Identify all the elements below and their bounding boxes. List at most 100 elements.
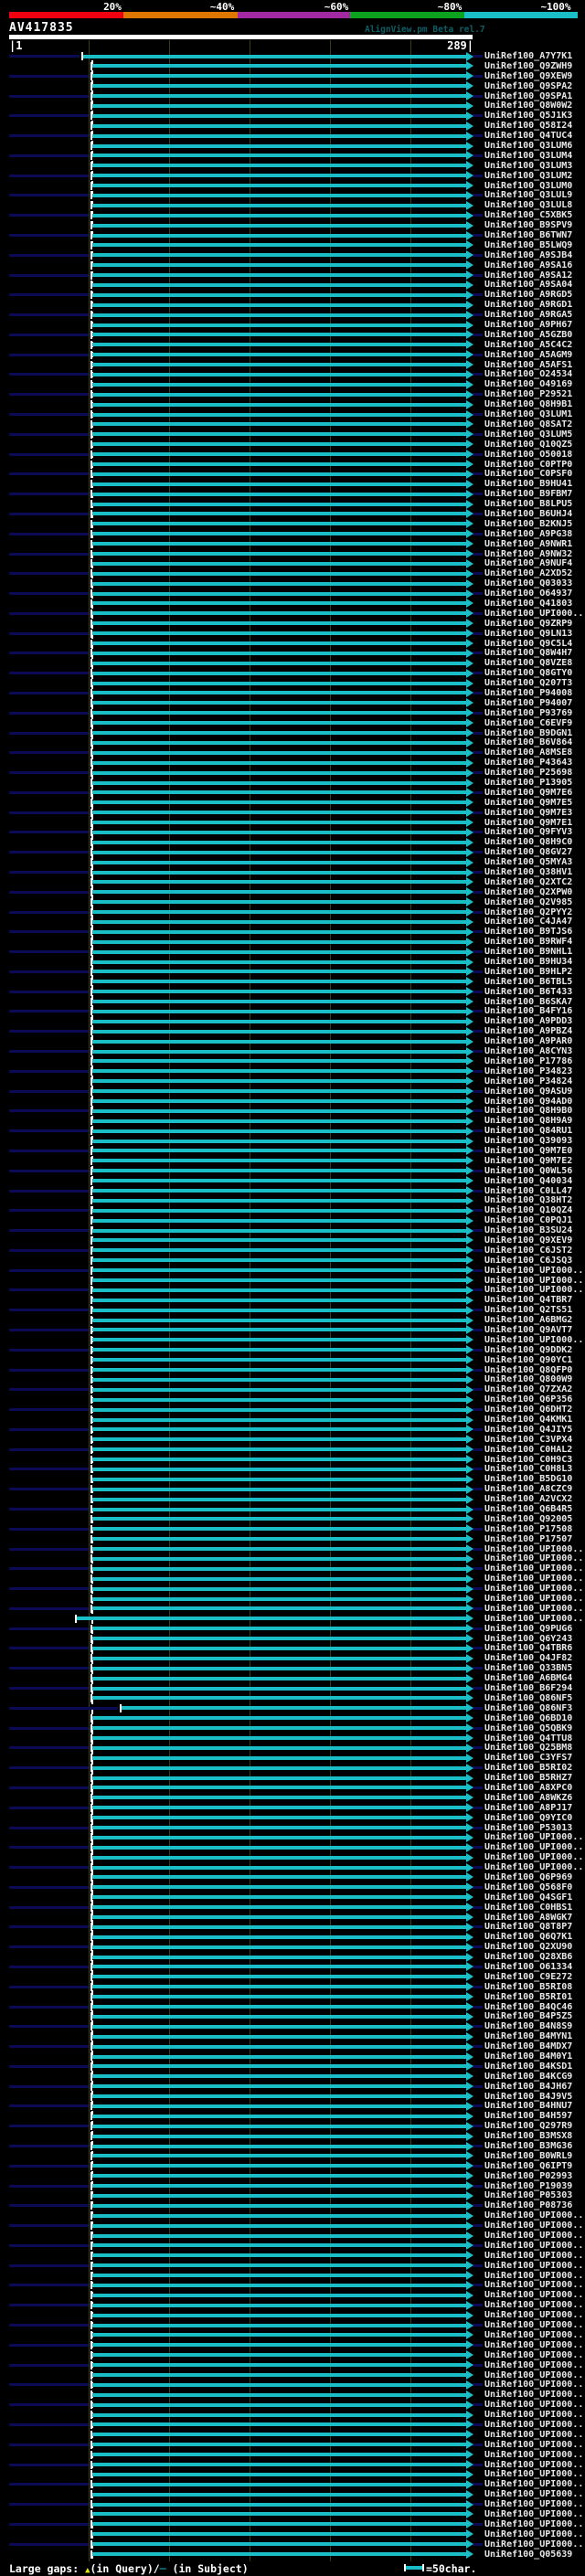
alignment-bar[interactable] [92,2412,466,2417]
alignment-row[interactable]: UniRef100_C4JA47 [0,917,585,927]
subject-label[interactable]: UniRef100_UPI000.. [484,1285,584,1296]
alignment-bar[interactable] [92,2323,466,2327]
subject-label[interactable]: UniRef100_Q800W9 [484,1374,573,1385]
alignment-row[interactable]: UniRef100_UPI000.. [0,609,585,619]
alignment-bar[interactable] [92,1845,466,1850]
alignment-row[interactable]: UniRef100_P34824 [0,1076,585,1087]
alignment-row[interactable]: UniRef100_C5XBK5 [0,210,585,220]
alignment-row[interactable]: UniRef100_A5AGM9 [0,350,585,360]
alignment-row[interactable]: UniRef100_Q9AVT7 [0,1325,585,1335]
alignment-bar[interactable] [92,1477,466,1481]
alignment-bar[interactable] [92,1666,466,1670]
subject-label[interactable]: UniRef100_Q03033 [484,578,573,589]
alignment-row[interactable]: UniRef100_A8PJ17 [0,1803,585,1813]
subject-label[interactable]: UniRef100_B4MYN1 [484,2031,573,2042]
alignment-row[interactable]: UniRef100_Q6B4R5 [0,1504,585,1514]
subject-label[interactable]: UniRef100_Q9YIC0 [484,1812,573,1823]
alignment-bar[interactable] [92,1149,466,1153]
alignment-bar[interactable] [92,422,466,427]
subject-label[interactable]: UniRef100_Q8H9A9 [484,1116,573,1127]
alignment-bar[interactable] [92,1527,466,1532]
alignment-bar[interactable] [92,959,466,964]
alignment-bar[interactable] [92,850,466,854]
alignment-row[interactable]: UniRef100_Q9DDK2 [0,1345,585,1355]
alignment-row[interactable]: UniRef100_A9RGD5 [0,290,585,300]
alignment-bar[interactable] [92,2293,466,2297]
alignment-row[interactable]: UniRef100_Q6IPT9 [0,2161,585,2171]
subject-label[interactable]: UniRef100_Q92005 [484,1513,573,1524]
subject-label[interactable]: UniRef100_B4MDX7 [484,2041,573,2052]
alignment-bar[interactable] [92,1118,466,1123]
alignment-row[interactable]: UniRef100_Q9M7E3 [0,808,585,818]
subject-label[interactable]: UniRef100_Q6DHT2 [484,1405,573,1415]
alignment-row[interactable]: UniRef100_UPI000.. [0,1584,585,1594]
subject-label[interactable]: UniRef100_A6BMG2 [484,1315,573,1326]
subject-label[interactable]: UniRef100_B5RHZ7 [484,1773,573,1784]
subject-label[interactable]: UniRef100_Q40034 [484,1175,573,1186]
alignment-row[interactable]: UniRef100_Q8H9B0 [0,1106,585,1116]
subject-label[interactable]: UniRef100_UPI000.. [484,1564,584,1574]
alignment-bar[interactable] [92,2193,466,2198]
alignment-row[interactable]: UniRef100_Q8QFP0 [0,1365,585,1375]
subject-label[interactable]: UniRef100_Q9ZRP9 [484,618,573,629]
subject-label[interactable]: UniRef100_B3SU24 [484,1225,573,1236]
subject-label[interactable]: UniRef100_Q2XU90 [484,1942,573,1953]
subject-label[interactable]: UniRef100_UPI000.. [484,2528,584,2539]
subject-label[interactable]: UniRef100_UPI000.. [484,2310,584,2321]
subject-label[interactable]: UniRef100_C4JA47 [484,917,573,928]
subject-label[interactable]: UniRef100_P43643 [484,758,573,769]
subject-label[interactable]: UniRef100_C6JSQ3 [484,1255,573,1266]
alignment-bar[interactable] [92,1099,466,1103]
alignment-bar[interactable] [92,343,466,347]
alignment-bar[interactable] [92,870,466,875]
alignment-bar[interactable] [92,1726,466,1731]
subject-label[interactable]: UniRef100_UPI000.. [484,1832,584,1843]
alignment-row[interactable]: UniRef100_Q8GTY0 [0,668,585,678]
subject-label[interactable]: UniRef100_UPI000.. [484,1334,584,1345]
alignment-row[interactable]: UniRef100_UPI000.. [0,2261,585,2271]
subject-label[interactable]: UniRef100_C0H8L3 [484,1464,573,1475]
alignment-row[interactable]: UniRef100_Q38HT2 [0,1195,585,1205]
subject-label[interactable]: UniRef100_C0PTP0 [484,459,573,470]
alignment-bar[interactable] [92,671,466,675]
alignment-bar[interactable] [92,929,466,934]
subject-label[interactable]: UniRef100_C0H9C3 [484,1454,573,1465]
alignment-bar[interactable] [92,780,466,785]
alignment-bar[interactable] [92,980,466,984]
alignment-row[interactable]: UniRef100_UPI000.. [0,2310,585,2320]
alignment-bar[interactable] [92,2084,466,2089]
alignment-bar[interactable] [92,1975,466,1979]
alignment-row[interactable]: UniRef100_A8WKZ6 [0,1793,585,1803]
subject-label[interactable]: UniRef100_P19039 [484,2180,573,2191]
alignment-bar[interactable] [92,74,466,79]
subject-label[interactable]: UniRef100_C5XBK5 [484,210,573,221]
subject-label[interactable]: UniRef100_Q9SPA2 [484,80,573,91]
alignment-bar[interactable] [92,372,466,376]
subject-label[interactable]: UniRef100_UPI000.. [484,2499,584,2510]
alignment-bar[interactable] [92,2422,466,2427]
alignment-bar[interactable] [92,1328,466,1332]
alignment-row[interactable]: UniRef100_Q8H9A9 [0,1116,585,1126]
alignment-bar[interactable] [92,2174,466,2178]
alignment-bar[interactable] [92,2542,466,2547]
alignment-row[interactable]: UniRef100_B9HU34 [0,957,585,967]
alignment-bar[interactable] [92,621,466,626]
alignment-row[interactable]: UniRef100_Q4TUC4 [0,131,585,141]
alignment-bar[interactable] [92,1019,466,1023]
subject-label[interactable]: UniRef100_P34823 [484,1065,573,1076]
alignment-bar[interactable] [92,2482,466,2486]
alignment-row[interactable]: UniRef100_B9FBM7 [0,489,585,499]
alignment-bar[interactable] [92,601,466,606]
alignment-row[interactable]: UniRef100_P17508 [0,1524,585,1534]
alignment-bar[interactable] [92,2463,466,2467]
alignment-bar[interactable] [92,691,466,695]
alignment-row[interactable]: UniRef100_A9SA16 [0,260,585,270]
alignment-bar[interactable] [92,1387,466,1392]
alignment-bar[interactable] [92,1397,466,1402]
alignment-row[interactable]: UniRef100_B2KNJ5 [0,519,585,529]
alignment-row[interactable]: UniRef100_A9SA12 [0,270,585,281]
alignment-bar[interactable] [92,2512,466,2517]
subject-label[interactable]: UniRef100_Q4JF82 [484,1653,573,1664]
alignment-row[interactable]: UniRef100_B5RHZ7 [0,1773,585,1783]
alignment-bar[interactable] [92,184,466,188]
